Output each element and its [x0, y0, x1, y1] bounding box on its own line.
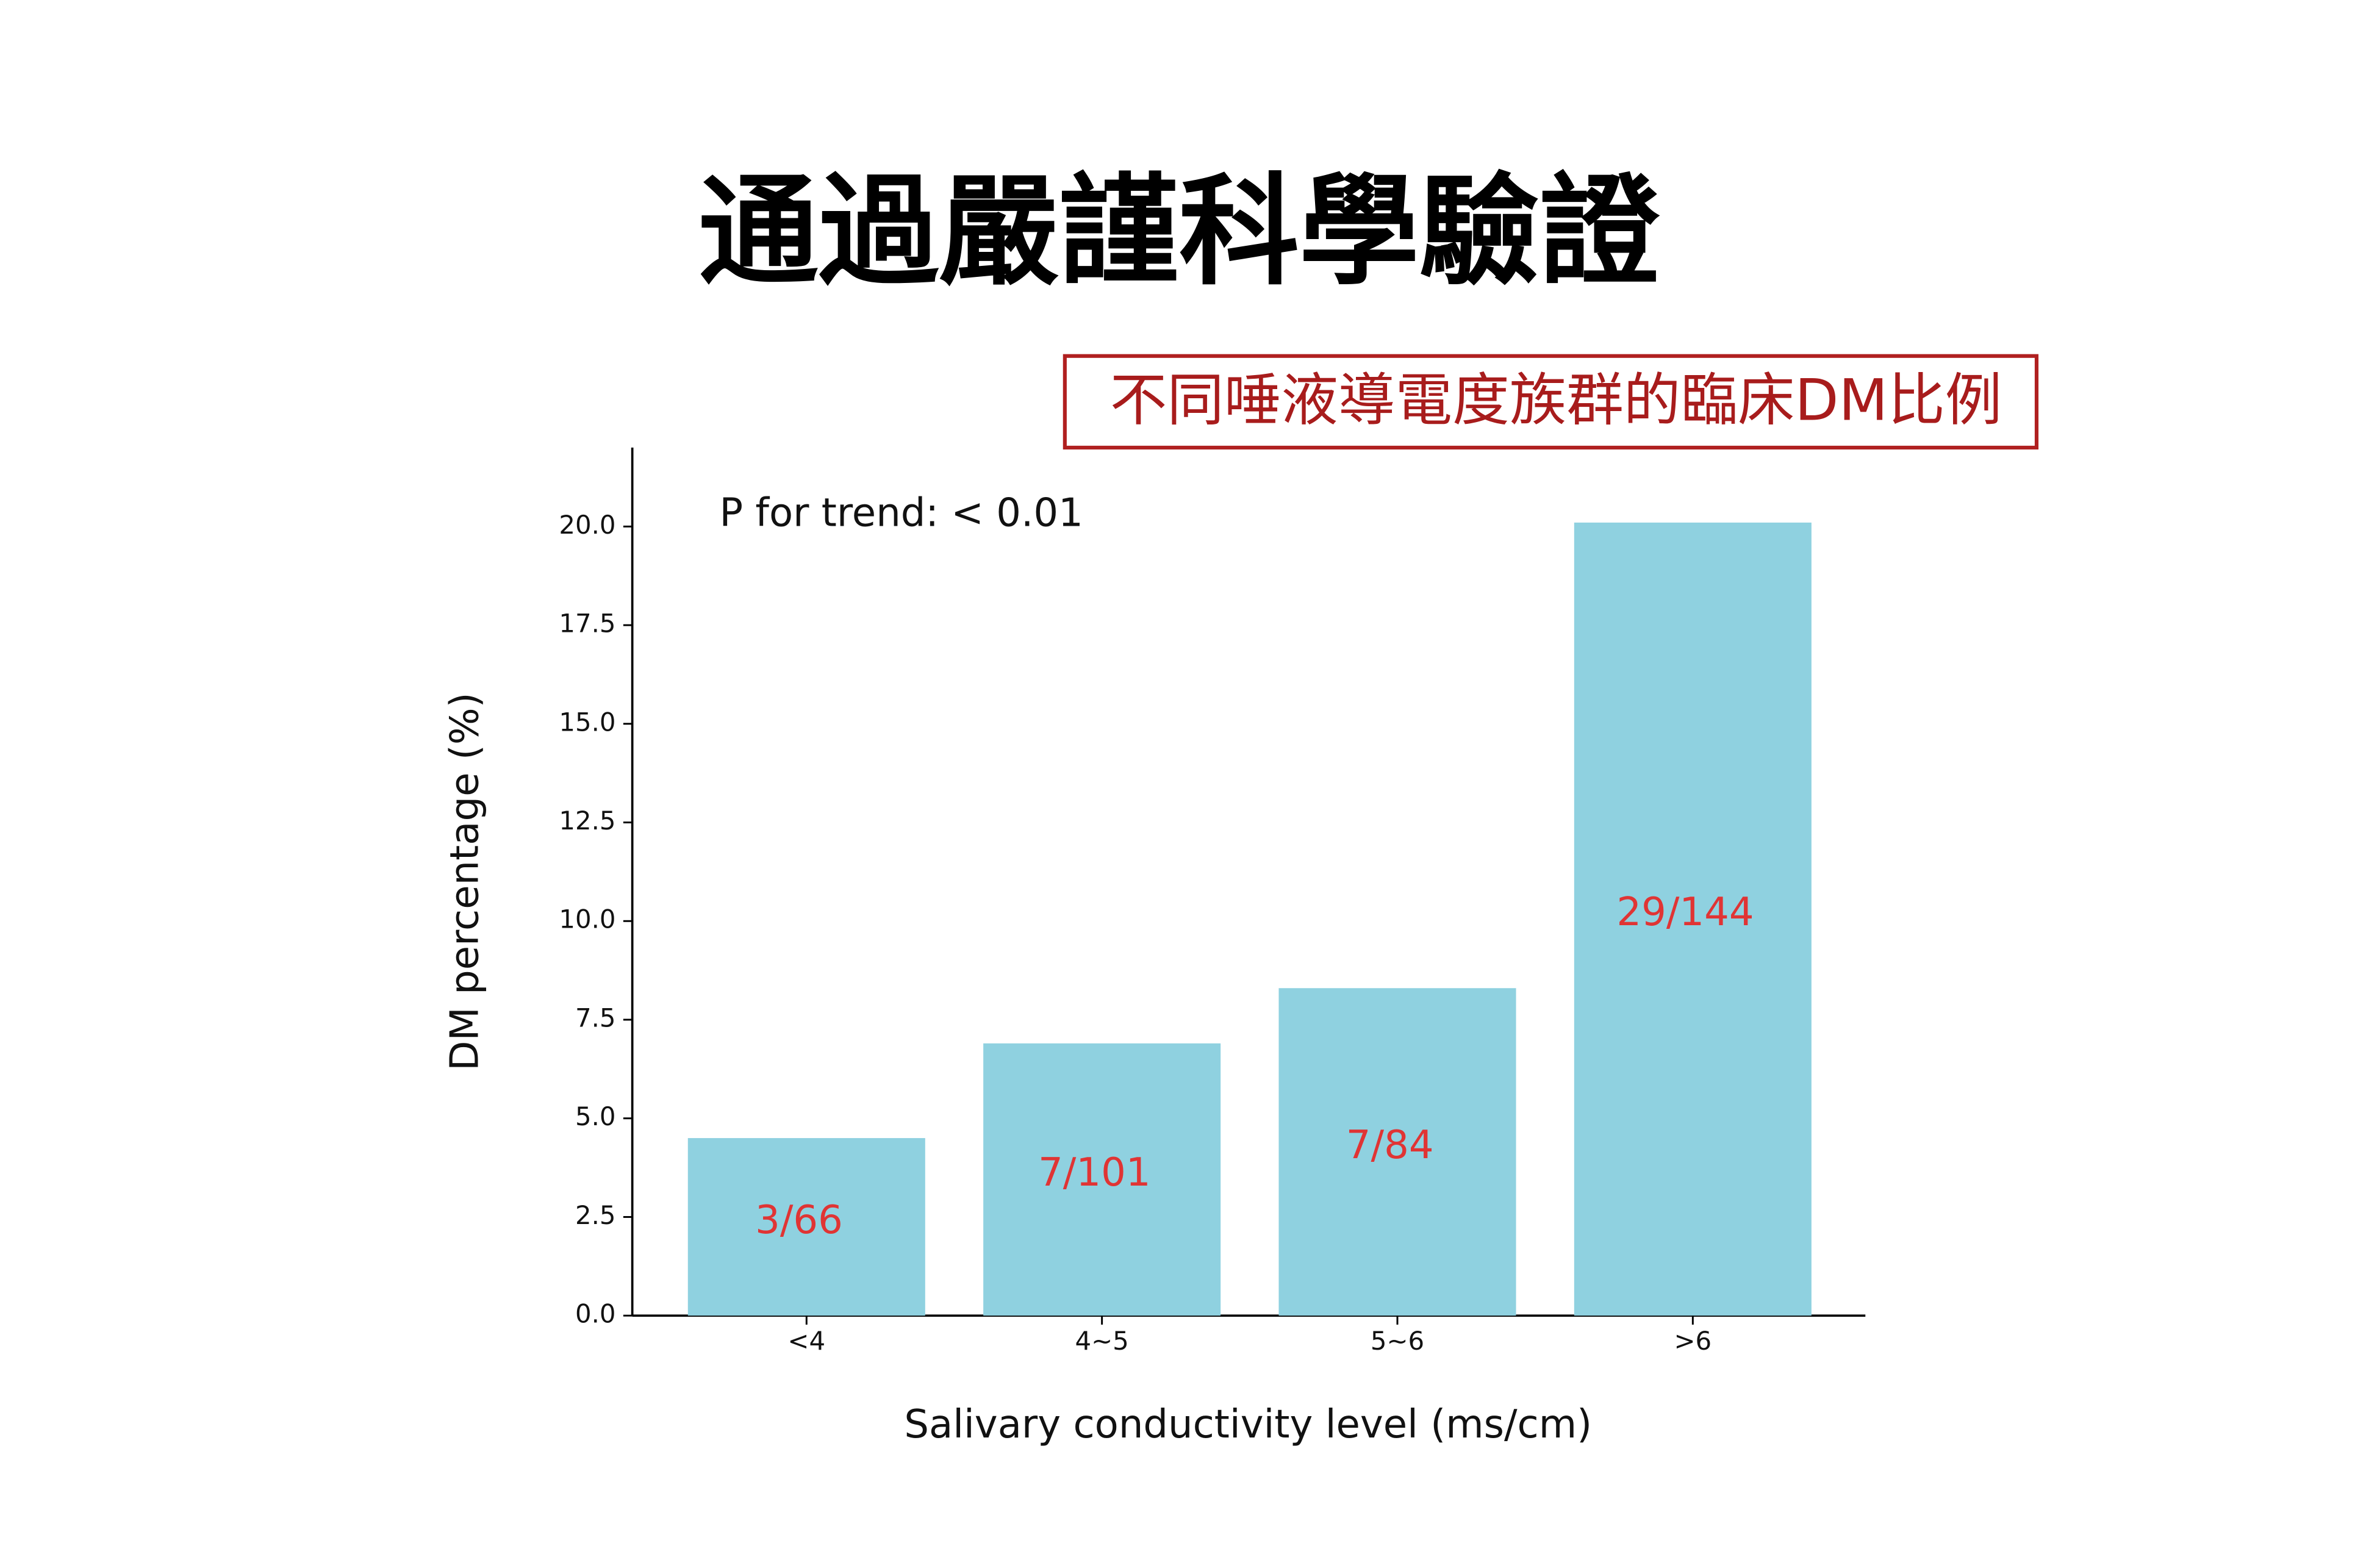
bar [983, 1043, 1221, 1316]
x-axis-label: Salivary conductivity level (ms/cm) [904, 1402, 1592, 1447]
y-tick-label: 2.5 [575, 1200, 616, 1230]
bar-annotation: 7/101 [1038, 1150, 1150, 1195]
chart-title: 通過嚴謹科學驗證 [698, 162, 1660, 302]
y-axis-label: DM percentage (%) [442, 692, 487, 1070]
subtitle-box [1063, 354, 2039, 450]
y-tick-label: 0.0 [575, 1299, 616, 1329]
bar [687, 1138, 925, 1316]
annotation: P for trend: < 0.01 [719, 490, 1083, 535]
chart-subtitle: 不同唾液導電度族群的臨床DM比例 [1110, 367, 2002, 434]
y-tick-label: 17.5 [559, 609, 615, 639]
bar-annotation: 7/84 [1346, 1123, 1434, 1168]
x-tick-label: >6 [1674, 1326, 1712, 1356]
y-tick-label: 7.5 [575, 1003, 616, 1033]
bar-annotation: 3/66 [755, 1198, 843, 1243]
y-tick-label: 20.0 [559, 510, 615, 540]
bar [1278, 988, 1516, 1316]
y-tick-label: 10.0 [559, 904, 615, 934]
x-tick-label: 5~6 [1371, 1326, 1424, 1356]
y-tick-label: 15.0 [559, 707, 615, 737]
y-tick-label: 12.5 [559, 806, 615, 836]
y-tick-label: 5.0 [575, 1101, 616, 1131]
bar [1574, 522, 1812, 1316]
bar-annotation: 29/144 [1616, 890, 1754, 935]
x-tick-label: <4 [787, 1326, 825, 1356]
x-tick-label: 4~5 [1075, 1326, 1128, 1356]
